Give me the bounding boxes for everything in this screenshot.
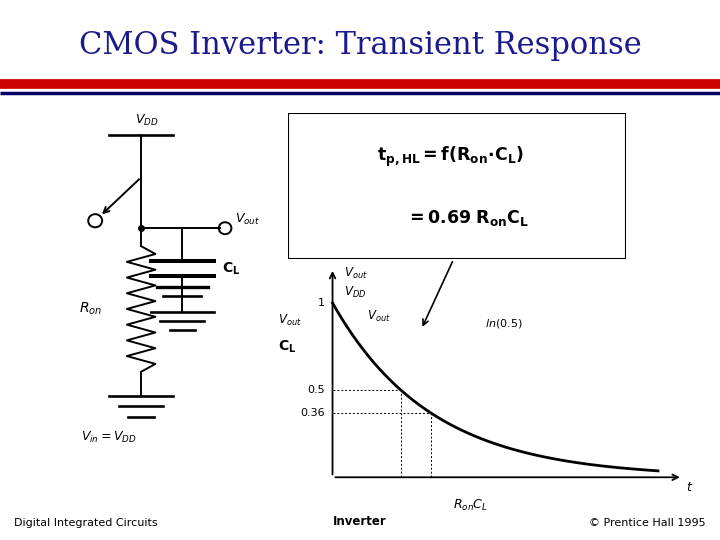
Text: $R_{on}C_L$: $R_{on}C_L$ xyxy=(453,498,488,514)
Text: © Prentice Hall 1995: © Prentice Hall 1995 xyxy=(589,518,706,528)
Text: $\mathbf{C_L}$: $\mathbf{C_L}$ xyxy=(279,339,297,355)
Text: $ln(0.5)$: $ln(0.5)$ xyxy=(485,318,523,330)
Text: 0.5: 0.5 xyxy=(307,385,325,395)
Text: $\mathit{V}_{in} = \mathit{V}_{DD}$: $\mathit{V}_{in} = \mathit{V}_{DD}$ xyxy=(81,430,137,445)
Text: $t$: $t$ xyxy=(685,481,693,494)
Text: Inverter: Inverter xyxy=(333,515,387,528)
Text: $V_{out}$: $V_{out}$ xyxy=(279,313,302,328)
Text: $\mathbf{= 0.69\ R_{on}C_L}$: $\mathbf{= 0.69\ R_{on}C_L}$ xyxy=(405,208,529,228)
Text: 0.36: 0.36 xyxy=(300,408,325,418)
Text: $\mathit{V}_{out}$: $\mathit{V}_{out}$ xyxy=(235,212,260,227)
Text: $V_{out}$: $V_{out}$ xyxy=(367,309,391,325)
Text: 1: 1 xyxy=(318,298,325,308)
Text: $V_{DD}$: $V_{DD}$ xyxy=(344,285,366,300)
Text: $V_{out}$: $V_{out}$ xyxy=(344,266,368,281)
Text: $\mathit{V}_{DD}$: $\mathit{V}_{DD}$ xyxy=(135,113,158,128)
Text: Digital Integrated Circuits: Digital Integrated Circuits xyxy=(14,518,158,528)
Text: $\mathbf{C_L}$: $\mathbf{C_L}$ xyxy=(222,260,240,277)
Text: $\mathit{R}_{on}$: $\mathit{R}_{on}$ xyxy=(79,301,102,317)
Text: $\mathbf{t_{p,HL} = f(R_{on}{\cdot}C_L)}$: $\mathbf{t_{p,HL} = f(R_{on}{\cdot}C_L)}… xyxy=(377,145,523,169)
Text: CMOS Inverter: Transient Response: CMOS Inverter: Transient Response xyxy=(78,30,642,60)
